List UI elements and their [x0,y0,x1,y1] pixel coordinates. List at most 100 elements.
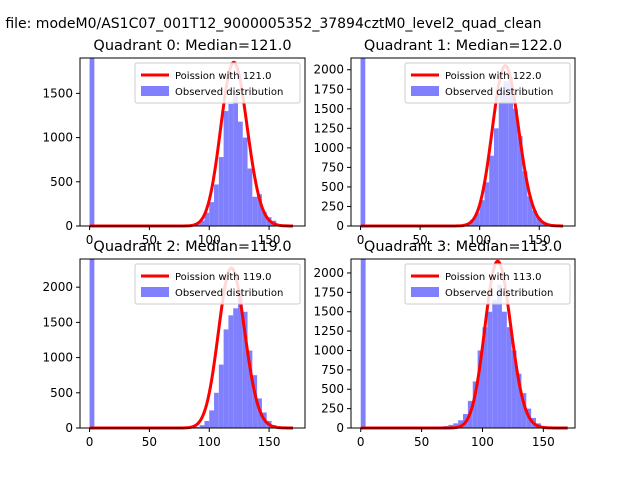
histogram-bar [228,103,234,226]
legend-box [134,62,301,104]
histogram-bar [484,182,490,226]
histogram-bar [458,420,463,428]
histogram-bar [233,91,238,226]
y-tick-label: 750 [321,160,344,174]
y-tick-label: 1000 [42,351,73,365]
histogram-bar [218,364,224,428]
histogram-bar [360,58,366,226]
histogram-bar [223,329,229,428]
histogram-bar [477,350,483,428]
x-tick-label: 100 [198,233,221,247]
y-tick-label: 500 [321,180,344,194]
x-tick-label: 150 [532,435,555,449]
histogram-bar [242,311,248,428]
histogram-bar [513,108,518,226]
histogram-bar [223,111,229,226]
histogram-bar [214,184,219,226]
x-tick-label: 50 [414,435,429,449]
histogram-bar [261,211,267,226]
histogram-bar [522,171,528,226]
x-tick-label: 50 [142,233,157,247]
histogram-bar [470,219,475,226]
histogram-bar [501,311,507,428]
histogram-bar [489,155,494,226]
x-tick-label: 150 [258,435,281,449]
legend-patch-swatch [141,86,169,96]
histogram-bar [247,350,253,428]
x-tick-label: 150 [258,233,281,247]
y-tick-label: 1250 [313,121,344,135]
legend-patch-swatch [411,287,439,297]
legend-patch-swatch [141,287,169,297]
axes-frame [350,258,576,429]
subplot-1: 0 50 100 150025050075010001250150017502000Q… [313,38,576,247]
axes-frame [79,258,306,429]
histogram-bar [252,375,258,428]
histogram-bar [511,350,517,428]
y-tick-label: 1500 [42,315,73,329]
legend-patch-swatch [411,86,439,96]
histogram-bar [209,410,215,428]
histogram-bar [257,194,262,226]
axes-frame [79,57,306,227]
legend-entry-observed: Observed distribution [175,87,283,98]
x-tick-label: 0 [357,435,365,449]
histogram-bar [472,381,478,428]
y-tick-label: 0 [65,421,73,435]
histogram-bar [517,136,523,226]
histogram-bar [503,81,509,226]
histogram-bar [360,259,366,428]
legend-box [134,263,301,305]
histogram-bar [199,220,205,226]
axes-frame [350,57,576,227]
y-tick-label: 2000 [313,266,344,280]
y-tick-label: 0 [65,219,73,233]
x-tick-label: 0 [86,233,94,247]
subplot-title: Quadrant 2: Median=119.0 [93,239,291,255]
histogram-bar [252,196,258,226]
subplot-title: Quadrant 0: Median=121.0 [93,38,291,54]
histogram-bar [218,157,224,226]
histogram-bar [532,210,537,226]
histogram-bar [479,200,485,226]
histogram-bar [89,58,95,226]
y-tick-label: 2000 [313,63,344,77]
histogram-bar [497,284,502,428]
y-tick-label: 250 [321,402,344,416]
histogram-bar [482,327,488,428]
histogram-bar [194,426,200,428]
y-tick-label: 1750 [313,285,344,299]
y-tick-label: 1250 [313,324,344,338]
legend-entry-fit: Poission with 119.0 [175,272,271,283]
histogram-bar [237,290,243,428]
histogram-bar [516,373,522,428]
histogram-bar [209,202,215,226]
subplot-title: Quadrant 3: Median=113.0 [364,239,562,255]
legend-entry-fit: Poission with 121.0 [175,71,271,82]
histogram-bar [493,128,499,226]
x-tick-label: 100 [468,233,491,247]
subplot-title: Quadrant 1: Median=122.0 [364,38,562,54]
histogram-bar [492,300,498,428]
x-tick-label: 50 [412,233,427,247]
histogram-bar [214,392,219,428]
y-tick-label: 1000 [313,343,344,357]
y-tick-label: 1500 [313,305,344,319]
y-tick-label: 1500 [313,102,344,116]
histogram-bar [536,218,542,226]
legend-entry-fit: Poission with 113.0 [445,272,541,283]
x-tick-label: 150 [528,233,551,247]
histogram-bar [242,137,248,226]
legend-entry-observed: Observed distribution [175,288,283,299]
y-tick-label: 2000 [42,280,73,294]
histogram-bar [247,168,253,226]
legend-box [404,62,571,104]
histogram-bar [199,425,205,428]
histogram-bar [453,423,459,428]
x-tick-label: 100 [471,435,494,449]
histogram-bar [487,311,493,428]
legend-entry-observed: Observed distribution [445,87,553,98]
